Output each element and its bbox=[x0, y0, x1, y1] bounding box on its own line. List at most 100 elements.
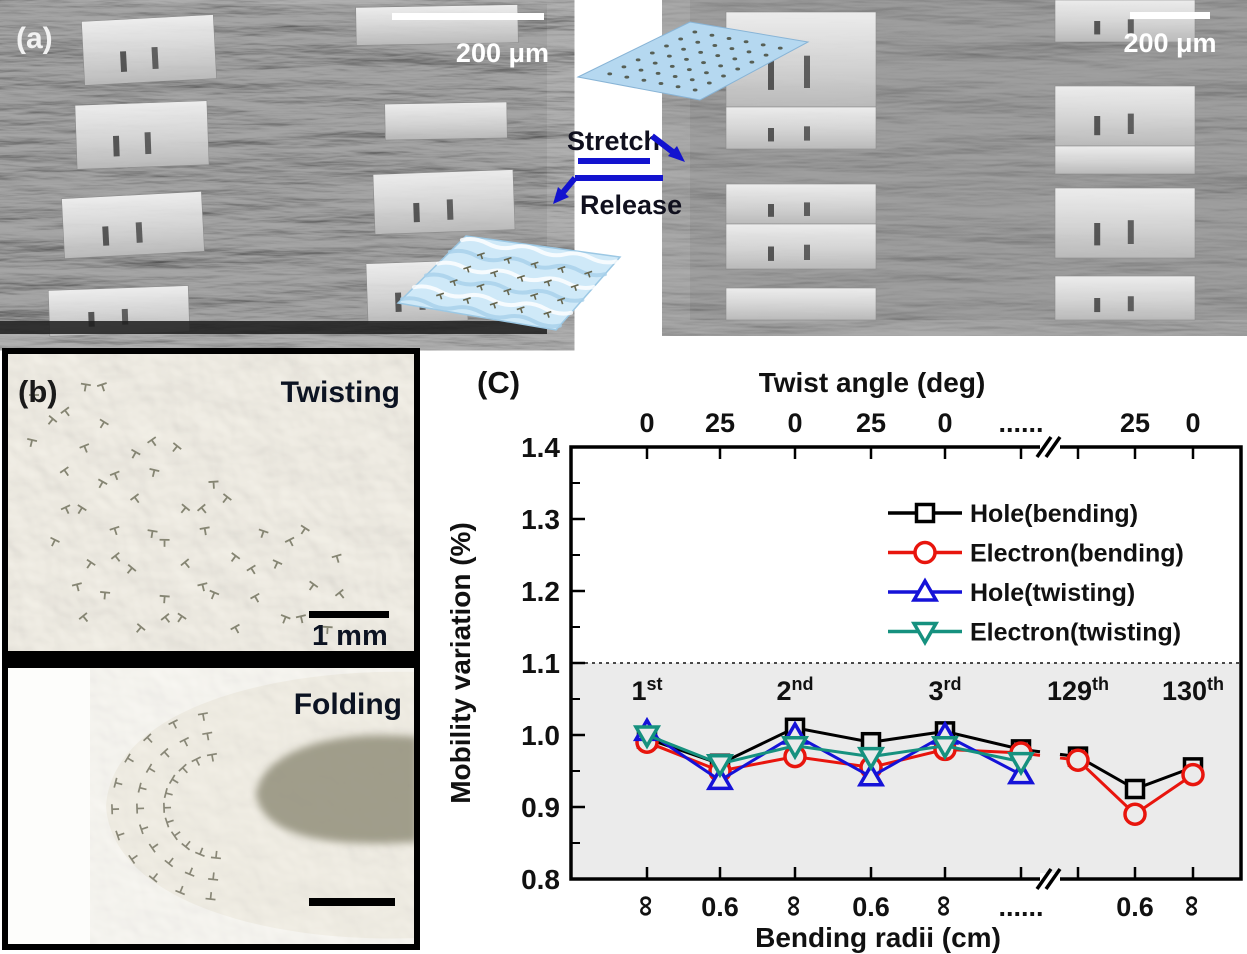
bottom-axis-tick-label: ...... bbox=[998, 892, 1043, 922]
y-tick-label: 1.4 bbox=[521, 432, 560, 463]
stretch-arrow-icon bbox=[668, 146, 685, 162]
device-island bbox=[1054, 145, 1196, 175]
transistor-mark bbox=[160, 613, 171, 623]
contact-mark bbox=[768, 204, 774, 217]
contact-mark bbox=[1094, 223, 1101, 246]
legend-marker bbox=[914, 502, 936, 524]
bottom-axis-title: Bending radii (cm) bbox=[755, 922, 1001, 953]
transistor-mark bbox=[77, 504, 87, 515]
transistor-mark bbox=[163, 787, 173, 799]
contact-mark bbox=[804, 126, 810, 141]
transistor-mark bbox=[197, 582, 208, 592]
transistor-dot bbox=[715, 54, 721, 58]
series-group bbox=[632, 716, 1205, 826]
transistor-mark bbox=[530, 292, 539, 300]
transistor-mark bbox=[136, 803, 145, 814]
transistor-mark bbox=[246, 564, 256, 575]
wavy-sheet-transistor-marks bbox=[435, 252, 593, 318]
transistor-dot bbox=[698, 50, 704, 54]
transistor-dot bbox=[709, 33, 715, 37]
bottom-axis-tick-label: ∞ bbox=[778, 895, 811, 916]
legend-entry-0: Hole(bending) bbox=[888, 500, 1138, 528]
axis-break-slash bbox=[1035, 867, 1053, 891]
island-rect bbox=[1054, 145, 1196, 175]
y-tick-label: 1.3 bbox=[521, 504, 560, 535]
transistor-dot bbox=[692, 88, 698, 92]
transistor-mark bbox=[99, 418, 109, 429]
contact-mark bbox=[1127, 113, 1134, 134]
transistor-dot bbox=[735, 67, 741, 71]
panel-b-label: (b) bbox=[18, 374, 58, 409]
top-axis-tick-label: 25 bbox=[705, 408, 735, 438]
island-rect bbox=[1054, 0, 1196, 43]
transistor-mark bbox=[184, 867, 195, 877]
transistor-mark bbox=[205, 892, 216, 901]
transistor-mark bbox=[230, 623, 240, 634]
contact-mark bbox=[446, 199, 454, 220]
contact-mark bbox=[1094, 116, 1101, 136]
transistor-mark bbox=[109, 470, 120, 481]
island-rect bbox=[1054, 85, 1196, 147]
transistor-dot bbox=[732, 57, 738, 61]
transistor-mark bbox=[159, 594, 170, 604]
panel-c: (C) Twist angle (deg) Bending radii (cm)… bbox=[445, 365, 1243, 953]
transistor-mark bbox=[530, 261, 539, 269]
y-tick-label: 0.9 bbox=[521, 792, 560, 823]
device-island bbox=[372, 169, 516, 235]
scalebar-left-label: 200 μm bbox=[456, 38, 549, 68]
marker-triangle-down bbox=[856, 746, 886, 772]
transistor-mark bbox=[147, 529, 158, 539]
scalebar-1mm-label: 1 mm bbox=[312, 620, 388, 652]
transistor-mark bbox=[222, 493, 232, 504]
transistor-dot bbox=[655, 71, 661, 75]
transistor-mark bbox=[110, 551, 121, 562]
device-island bbox=[61, 191, 205, 259]
twisting-title: Twisting bbox=[281, 376, 400, 409]
top-axis-tick-label: 0 bbox=[787, 408, 802, 438]
transistor-dot bbox=[684, 57, 689, 61]
transistor-mark bbox=[175, 885, 186, 896]
cycle-label: 1st bbox=[631, 674, 662, 706]
transistor-mark bbox=[208, 480, 219, 489]
transistor-mark bbox=[209, 589, 220, 600]
panel-a-label: (a) bbox=[16, 22, 53, 55]
transistor-mark bbox=[199, 526, 210, 536]
panel-b: 1 mm (b) Twisting Folding bbox=[2, 348, 420, 950]
bottom-axis-tick-label: ∞ bbox=[1176, 895, 1209, 916]
transistor-mark bbox=[111, 804, 120, 815]
transistor-mark bbox=[284, 536, 295, 547]
marker-triangle-up bbox=[705, 765, 735, 791]
legend-marker bbox=[913, 540, 937, 565]
transistor-mark bbox=[463, 265, 472, 273]
contact-mark bbox=[804, 202, 810, 216]
device-island bbox=[384, 101, 508, 141]
top-axis-tick-label: ...... bbox=[998, 408, 1043, 438]
transistor-mark bbox=[80, 382, 91, 392]
folding-title: Folding bbox=[294, 688, 402, 721]
device-island bbox=[74, 100, 210, 170]
axis-break-slash bbox=[1035, 435, 1053, 459]
bottom-axis-tick-label: 0.6 bbox=[852, 892, 890, 922]
transistor-mark bbox=[308, 580, 319, 591]
transistor-mark bbox=[230, 552, 241, 562]
y-tick-label: 0.8 bbox=[521, 864, 560, 895]
island-rect bbox=[725, 287, 877, 321]
transistor-mark bbox=[206, 752, 217, 762]
scalebar-folding bbox=[309, 898, 395, 906]
plot-frame bbox=[569, 445, 1243, 881]
transistor-mark bbox=[159, 538, 170, 547]
stretch-label: Stretch bbox=[567, 126, 660, 156]
transistor-mark bbox=[59, 466, 69, 477]
transistor-dot bbox=[666, 54, 672, 58]
legend-label: Electron(twisting) bbox=[970, 619, 1181, 647]
transistor-mark bbox=[147, 436, 157, 447]
transistor-mark bbox=[331, 553, 342, 563]
transistor-mark bbox=[462, 297, 471, 305]
transistor-dot bbox=[706, 81, 712, 85]
transistor-mark bbox=[476, 283, 485, 291]
island-rect bbox=[1054, 275, 1196, 321]
transistor-dot bbox=[712, 43, 718, 47]
corrugation-wave bbox=[447, 248, 607, 278]
sem-right-device-islands bbox=[725, 0, 1196, 321]
